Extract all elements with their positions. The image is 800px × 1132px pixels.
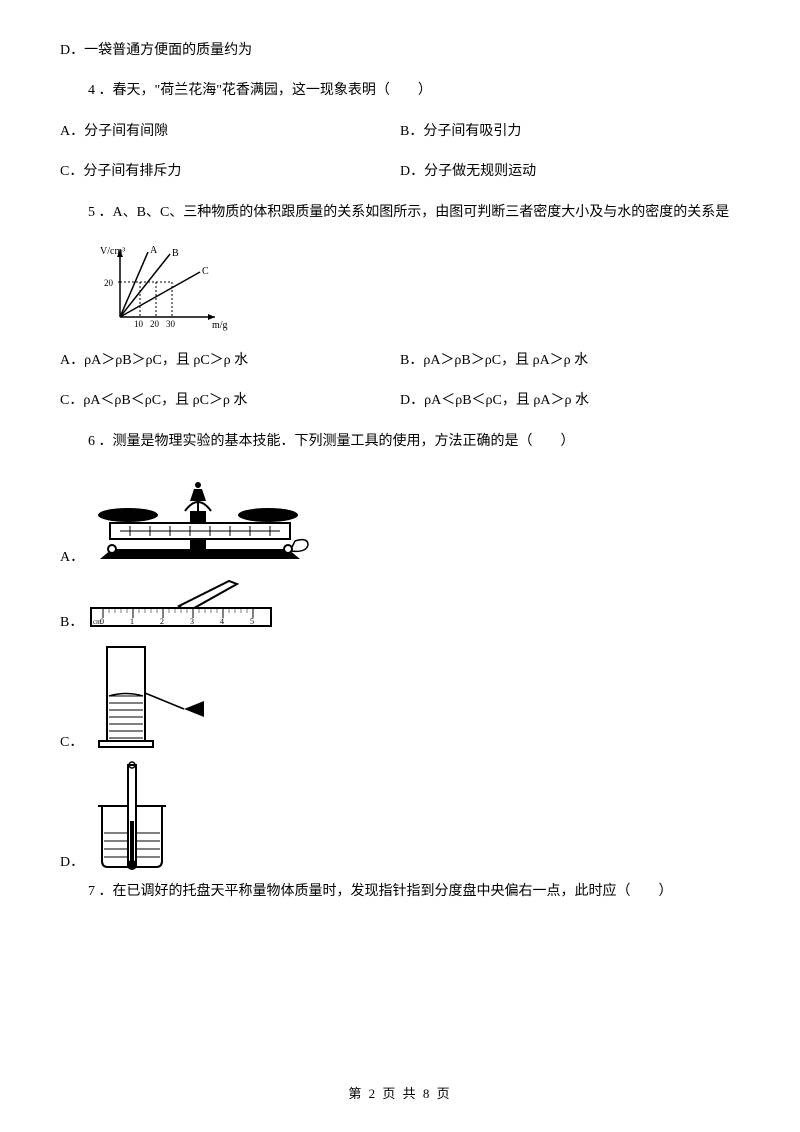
q4-option-c: C．分子间有排斥力 xyxy=(60,161,400,183)
q5-option-d: D．ρA＜ρB＜ρC，且 ρA＞ρ 水 xyxy=(400,390,740,412)
q5-series-a: A xyxy=(150,245,158,256)
q5-chart-svg: V/cm³ m/g 20 10 20 30 A B C xyxy=(100,242,230,332)
q4-option-d: D．分子做无规则运动 xyxy=(400,161,740,183)
q5-ylabel: V/cm³ xyxy=(100,246,125,257)
q6-option-c-label: C． xyxy=(60,731,83,751)
q5-option-c: C．ρA＜ρB＜ρC，且 ρC＞ρ 水 xyxy=(60,390,400,412)
q5-stem: 5 ．A、B、C、三种物质的体积跟质量的关系如图所示，由图可判断三者密度大小及与… xyxy=(60,202,740,224)
q5-xlabel: m/g xyxy=(212,320,228,331)
ruler-tick-3: 3 xyxy=(190,617,194,626)
q4-option-b: B．分子间有吸引力 xyxy=(400,121,740,143)
q5-xtick-2: 30 xyxy=(166,319,176,329)
q6-option-a-row: A． xyxy=(60,471,740,566)
q6-ruler-icon: 0 cm 1 2 3 4 5 xyxy=(89,576,279,631)
q5-series-c: C xyxy=(202,266,209,277)
q6-option-d-row: D． xyxy=(60,761,740,871)
q5-option-a: A．ρA＞ρB＞ρC，且 ρC＞ρ 水 xyxy=(60,350,400,372)
q5-option-b: B．ρA＞ρB＞ρC，且 ρA＞ρ 水 xyxy=(400,350,740,372)
q5-xtick-1: 20 xyxy=(150,319,160,329)
q6-option-d-label: D． xyxy=(60,851,84,871)
q6-option-a-label: A． xyxy=(60,546,84,566)
q6-option-b-row: B． 0 cm 1 2 3 4 5 xyxy=(60,576,740,631)
ruler-tick-4: 4 xyxy=(220,617,224,626)
q4-option-a: A．分子间有间隙 xyxy=(60,121,400,143)
q5-row2: C．ρA＜ρB＜ρC，且 ρC＞ρ 水 D．ρA＜ρB＜ρC，且 ρA＞ρ 水 xyxy=(60,390,740,412)
q5-xtick-0: 10 xyxy=(134,319,144,329)
q6-cylinder-icon xyxy=(89,641,229,751)
ruler-tick-2: 2 xyxy=(160,617,164,626)
q5-row1: A．ρA＞ρB＞ρC，且 ρC＞ρ 水 B．ρA＞ρB＞ρC，且 ρA＞ρ 水 xyxy=(60,350,740,372)
ruler-unit: cm xyxy=(93,618,102,626)
q5-ytick: 20 xyxy=(104,278,114,288)
q6-option-c-row: C． xyxy=(60,641,740,751)
q6-option-b-label: B． xyxy=(60,611,83,631)
q5-figure: V/cm³ m/g 20 10 20 30 A B C xyxy=(100,242,740,332)
ruler-tick-1: 1 xyxy=(130,617,134,626)
q5-series-b: B xyxy=(172,248,179,259)
q6-thermometer-icon xyxy=(90,761,180,871)
ruler-tick-5: 5 xyxy=(250,617,254,626)
page-footer: 第 2 页 共 8 页 xyxy=(0,1083,800,1102)
q4-row1: A．分子间有间隙 B．分子间有吸引力 xyxy=(60,121,740,143)
q4-stem: 4 ．春天，"荷兰花海"花香满园，这一现象表明（ ） xyxy=(60,80,740,102)
q7-stem: 7 ．在已调好的托盘天平称量物体质量时，发现指针指到分度盘中央偏右一点，此时应（… xyxy=(60,881,740,903)
q6-stem: 6 ．测量是物理实验的基本技能．下列测量工具的使用，方法正确的是（ ） xyxy=(60,431,740,453)
q3-option-d: D．一袋普通方便面的质量约为 xyxy=(60,40,740,62)
q6-balance-icon xyxy=(90,471,310,566)
q4-row2: C．分子间有排斥力 D．分子做无规则运动 xyxy=(60,161,740,183)
